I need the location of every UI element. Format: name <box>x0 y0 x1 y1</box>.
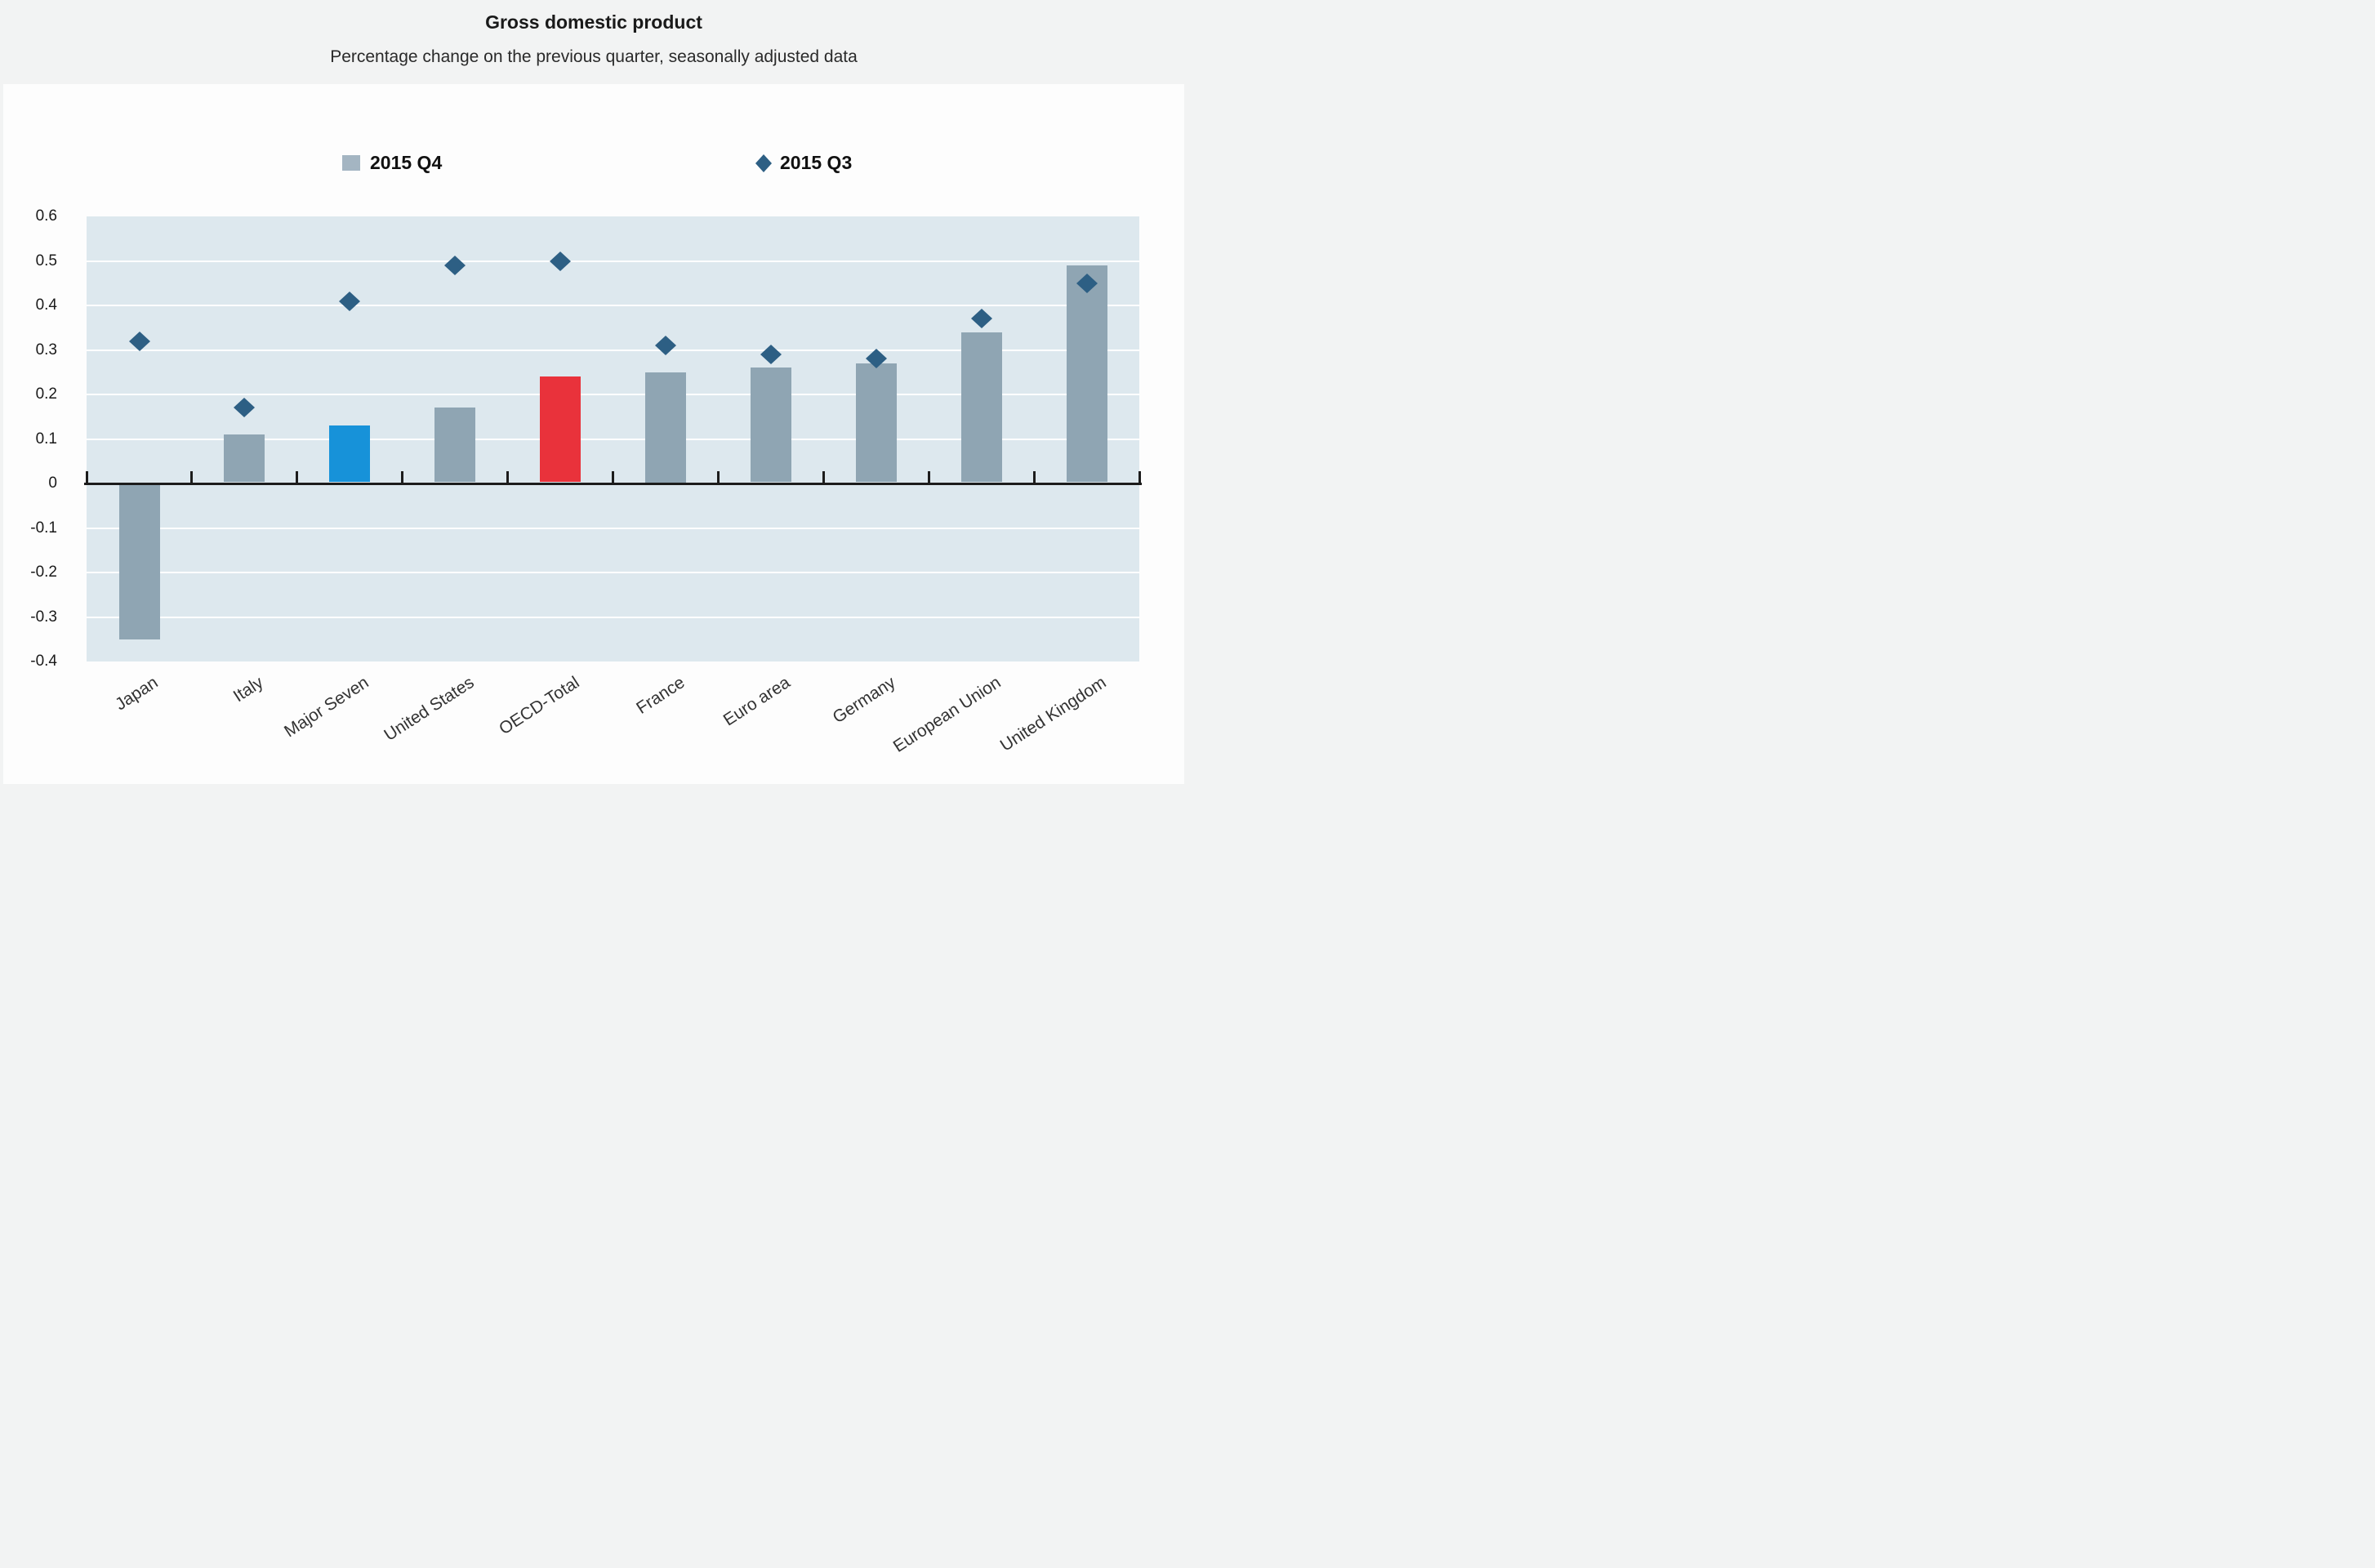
gridline <box>87 394 1139 395</box>
diamond-euro-area <box>760 344 782 364</box>
legend-item-2015-q3: 2015 Q3 <box>755 152 852 174</box>
bar-european-union <box>960 332 1002 483</box>
diamond-major-seven <box>339 291 361 311</box>
q4-bar-swatch-icon <box>342 155 360 171</box>
y-tick-label: 0.2 <box>35 385 57 403</box>
gridline <box>87 349 1139 351</box>
bar-euro-area <box>750 368 791 483</box>
diamond-italy <box>234 398 256 418</box>
bar-united-states <box>434 408 476 483</box>
diamond-united-kingdom <box>1076 273 1098 293</box>
legend-item-2015-q4: 2015 Q4 <box>342 152 442 174</box>
zero-axis-tick <box>822 470 825 483</box>
y-tick-label: -0.1 <box>30 519 57 537</box>
zero-axis-tick <box>401 470 404 483</box>
bar-japan <box>118 484 160 639</box>
y-tick-label: 0 <box>48 474 57 492</box>
y-tick-label: -0.2 <box>30 564 57 581</box>
gridline <box>87 305 1139 306</box>
bar-major-seven <box>329 425 371 483</box>
plot-area <box>84 216 1142 662</box>
diamond-germany <box>865 349 887 369</box>
diamond-oecd-total <box>550 251 572 271</box>
diamond-united-states <box>444 255 466 275</box>
diamond-european-union <box>970 309 992 329</box>
diamond-france <box>655 336 676 355</box>
zero-axis-tick <box>1032 470 1036 483</box>
diamond-japan <box>128 331 150 351</box>
y-tick-label: 0.6 <box>35 207 57 225</box>
y-tick-label: 0.1 <box>35 430 57 448</box>
legend-label-q3: 2015 Q3 <box>780 152 853 173</box>
y-tick-label: -0.4 <box>30 653 57 670</box>
y-tick-label: 0.3 <box>35 341 57 359</box>
legend-label-q4: 2015 Q4 <box>370 152 443 173</box>
gridline <box>87 438 1139 440</box>
zero-axis-tick <box>716 470 720 483</box>
y-tick-label: 0.5 <box>35 252 57 270</box>
zero-axis-tick <box>85 470 88 483</box>
zero-axis-tick <box>190 470 194 483</box>
bar-germany <box>855 363 897 483</box>
y-tick-label: -0.3 <box>30 608 57 626</box>
zero-axis-tick <box>296 470 299 483</box>
gridline <box>87 260 1139 262</box>
gridline <box>87 616 1139 618</box>
bar-oecd-total <box>540 376 581 483</box>
gridline <box>87 572 1139 573</box>
page: Gross domestic product Percentage change… <box>0 0 1188 784</box>
bar-united-kingdom <box>1066 265 1107 483</box>
chart-title: Gross domestic product <box>485 11 702 33</box>
zero-axis-tick <box>506 470 510 483</box>
q3-diamond-icon <box>755 154 772 172</box>
zero-axis-tick <box>1138 470 1141 483</box>
bar-italy <box>224 434 265 483</box>
y-tick-label: 0.4 <box>35 296 57 314</box>
zero-axis-line <box>84 482 1142 485</box>
zero-axis-tick <box>927 470 930 483</box>
bar-france <box>645 372 686 483</box>
zero-axis-tick <box>612 470 614 483</box>
gridline <box>87 527 1139 529</box>
chart-subtitle: Percentage change on the previous quarte… <box>330 47 858 66</box>
